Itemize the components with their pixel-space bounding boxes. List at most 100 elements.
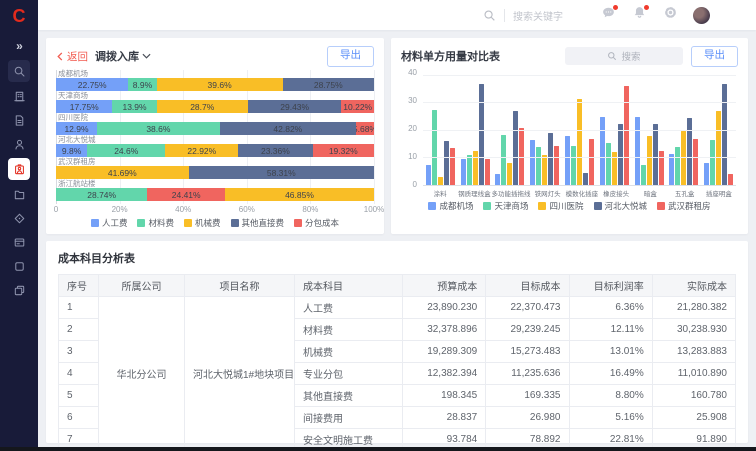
- sidebar-item-cards[interactable]: [8, 232, 30, 252]
- export-button[interactable]: 导出: [691, 45, 738, 67]
- bar-河北大悦城[interactable]: [583, 172, 589, 185]
- sidebar-item-files[interactable]: [8, 184, 30, 204]
- bar-segment-材料费[interactable]: 38.6%: [97, 122, 220, 135]
- legend-item[interactable]: 河北大悦城: [593, 200, 647, 212]
- sidebar-item-apps[interactable]: [8, 256, 30, 276]
- sidebar-item-collapse[interactable]: »: [8, 36, 30, 56]
- bar-武汉群租房[interactable]: [728, 174, 734, 185]
- bar-四川医院[interactable]: [716, 111, 722, 185]
- bar-天津商场[interactable]: [605, 142, 611, 185]
- settings-button[interactable]: [661, 6, 679, 24]
- bar-武汉群租房[interactable]: [693, 138, 699, 185]
- bar-segment-材料费[interactable]: 24.6%: [87, 144, 166, 157]
- legend-item[interactable]: 其他直接费: [230, 217, 284, 229]
- messages-button[interactable]: [599, 5, 618, 24]
- bar-segment-机械费[interactable]: 28.7%: [156, 100, 248, 113]
- panel-title-dropdown[interactable]: 调拨入库: [95, 48, 151, 64]
- sidebar-item-projects[interactable]: [8, 158, 30, 180]
- legend-item[interactable]: 武汉群租房: [657, 200, 711, 212]
- bar-河北大悦城[interactable]: [513, 111, 519, 185]
- legend-item[interactable]: 机械费: [183, 217, 221, 229]
- bar-河北大悦城[interactable]: [478, 84, 484, 185]
- bar-segment-材料费[interactable]: 8.9%: [128, 78, 157, 91]
- bar-成都机场[interactable]: [425, 164, 431, 185]
- bar-武汉群租房[interactable]: [554, 145, 560, 185]
- bar-segment-其他直接费[interactable]: 29.43%: [247, 100, 342, 113]
- sidebar-item-search[interactable]: [8, 60, 30, 82]
- sidebar-item-assets[interactable]: [8, 208, 30, 228]
- bar-segment-机械费[interactable]: 46.85%: [225, 188, 374, 201]
- bar-segment-其他直接费[interactable]: 58.31%: [188, 166, 374, 179]
- bar-segment-人工费[interactable]: 17.75%: [56, 100, 113, 113]
- bar-成都机场[interactable]: [704, 163, 710, 185]
- panel-search-input[interactable]: 搜索: [565, 47, 683, 65]
- bar-segment-其他直接费[interactable]: 28.75%: [282, 78, 374, 91]
- bar-segment-分包成本[interactable]: 10.22%: [341, 100, 374, 113]
- bar-segment-人工费[interactable]: 22.75%: [56, 78, 129, 91]
- bar-四川医院[interactable]: [437, 176, 443, 185]
- bar-segment-人工费[interactable]: 12.9%: [56, 122, 98, 135]
- bar-河北大悦城[interactable]: [548, 133, 554, 185]
- bar-segment-分包成本[interactable]: 5.68%: [355, 122, 374, 135]
- bar-segment-人工费[interactable]: 9.8%: [56, 144, 88, 157]
- bar-四川医院[interactable]: [542, 155, 548, 185]
- sidebar-item-organization[interactable]: [8, 86, 30, 106]
- bar-segment-分包成本[interactable]: 24.41%: [147, 188, 225, 201]
- export-button[interactable]: 导出: [327, 45, 374, 67]
- notifications-button[interactable]: [630, 5, 649, 24]
- bar-天津商场[interactable]: [571, 145, 577, 185]
- bar-河北大悦城[interactable]: [687, 118, 693, 185]
- legend-item[interactable]: 四川医院: [538, 200, 584, 212]
- bar-武汉群租房[interactable]: [589, 138, 595, 185]
- bar-河北大悦城[interactable]: [617, 123, 623, 185]
- bar-河北大悦城[interactable]: [722, 84, 728, 185]
- bar-segment-机械费[interactable]: 22.92%: [165, 144, 239, 157]
- bar-四川医院[interactable]: [577, 99, 583, 185]
- legend-item[interactable]: 分包成本: [294, 217, 339, 229]
- bar-成都机场[interactable]: [634, 116, 640, 185]
- bar-四川医院[interactable]: [472, 150, 478, 185]
- bar-武汉群租房[interactable]: [449, 148, 455, 185]
- legend-item[interactable]: 天津商场: [483, 200, 528, 212]
- bar-segment-材料费[interactable]: 28.74%: [56, 188, 148, 201]
- sidebar-item-members[interactable]: [8, 134, 30, 154]
- bar-segment-其他直接费[interactable]: 23.36%: [238, 144, 313, 157]
- bar-四川医院[interactable]: [646, 135, 652, 185]
- bar-四川医院[interactable]: [681, 130, 687, 185]
- profile-button[interactable]: [692, 6, 710, 24]
- bar-武汉群租房[interactable]: [484, 159, 490, 185]
- bar-武汉群租房[interactable]: [658, 150, 664, 185]
- bar-天津商场[interactable]: [640, 164, 646, 185]
- legend-item[interactable]: 人工费: [90, 217, 127, 229]
- bar-河北大悦城[interactable]: [652, 123, 658, 185]
- back-button[interactable]: 返回: [56, 49, 88, 64]
- global-search-input[interactable]: 搜索关键字: [483, 8, 583, 23]
- bar-天津商场[interactable]: [710, 140, 716, 185]
- bar-河北大悦城[interactable]: [443, 141, 449, 185]
- sidebar-item-layers[interactable]: [8, 280, 30, 300]
- bar-成都机场[interactable]: [460, 159, 466, 185]
- bar-天津商场[interactable]: [501, 134, 507, 185]
- bar-segment-分包成本[interactable]: 19.32%: [312, 144, 374, 157]
- main-content: 返回 调拨入库 导出 成都机场 22.75% 8.9% 39.6% 28.75% 天津商场…: [38, 30, 756, 451]
- bar-天津商场[interactable]: [675, 146, 681, 185]
- bar-四川医院[interactable]: [611, 152, 617, 185]
- bar-segment-机械费[interactable]: 39.6%: [156, 78, 283, 91]
- bar-四川医院[interactable]: [507, 163, 513, 185]
- bar-成都机场[interactable]: [599, 116, 605, 185]
- bar-成都机场[interactable]: [669, 153, 675, 185]
- legend-item[interactable]: 材料费: [137, 217, 174, 229]
- bar-segment-材料费[interactable]: 13.9%: [112, 100, 157, 113]
- sidebar-item-documents[interactable]: [8, 110, 30, 130]
- bar-天津商场[interactable]: [431, 110, 437, 185]
- bar-武汉群租房[interactable]: [519, 127, 525, 185]
- bar-成都机场[interactable]: [495, 174, 501, 185]
- bar-成都机场[interactable]: [565, 135, 571, 185]
- bar-segment-其他直接费[interactable]: 42.82%: [219, 122, 356, 135]
- bar-天津商场[interactable]: [536, 146, 542, 185]
- legend-item[interactable]: 成都机场: [428, 200, 473, 212]
- bar-天津商场[interactable]: [466, 155, 472, 185]
- bar-segment-机械费[interactable]: 41.69%: [56, 166, 189, 179]
- bar-武汉群租房[interactable]: [623, 85, 629, 185]
- bar-成都机场[interactable]: [530, 140, 536, 185]
